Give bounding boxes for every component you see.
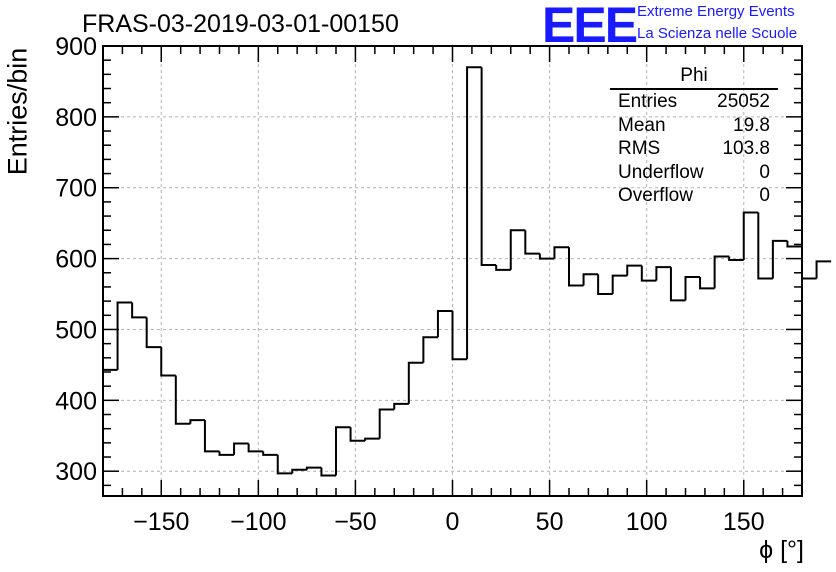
stats-label: RMS <box>618 138 661 159</box>
chart-title: FRAS-03-2019-03-01-00150 <box>82 10 399 38</box>
x-tick-label: −50 <box>334 508 376 536</box>
x-tick-label: 100 <box>626 508 668 536</box>
histogram-bin <box>407 361 424 404</box>
histogram-bin <box>116 301 133 370</box>
stats-value: 103.8 <box>722 138 770 159</box>
histogram-bin <box>684 276 701 301</box>
stats-row-rms: RMS 103.8 <box>610 137 778 161</box>
stats-row-mean: Mean 19.8 <box>610 114 778 138</box>
x-tick-label: 50 <box>536 508 564 536</box>
histogram-bin <box>174 375 191 425</box>
stats-value: 19.8 <box>733 114 770 136</box>
histogram-bin <box>524 230 540 255</box>
y-tick-label: 400 <box>55 387 97 415</box>
histogram-bin <box>480 67 497 266</box>
stats-label: Overflow <box>618 185 693 206</box>
histogram-bin <box>305 466 322 470</box>
histogram-bin <box>422 336 438 363</box>
y-tick-label: 300 <box>55 458 97 486</box>
histogram-bin <box>713 255 730 289</box>
logo-tagline-2: La Scienza nelle Scuole <box>637 25 798 42</box>
stats-row-overflow: Overflow 0 <box>610 184 778 208</box>
stats-label: Entries <box>618 91 678 112</box>
histogram-bin <box>728 256 744 262</box>
stats-value: 25052 <box>717 91 770 112</box>
histogram-bin <box>669 267 686 302</box>
histogram-bin <box>815 260 832 279</box>
histogram-bin <box>757 212 773 280</box>
y-tick-label: 600 <box>55 246 97 274</box>
histogram-bin <box>320 467 336 477</box>
x-tick-label: −150 <box>133 508 189 536</box>
stats-label: Underflow <box>618 161 704 183</box>
histogram-bin <box>218 451 235 456</box>
y-tick-label: 900 <box>55 33 97 61</box>
histogram-bin <box>699 277 715 290</box>
histogram-bin <box>553 246 569 259</box>
histogram-bin <box>771 239 788 279</box>
histogram-bin <box>364 437 380 441</box>
x-tick-label: 150 <box>723 508 765 536</box>
stats-box: Phi Entries 25052 Mean 19.8 RMS 103.8 Un… <box>610 66 778 208</box>
histogram-bin <box>160 347 176 377</box>
logo-tagline-1: Extreme Energy Events <box>637 3 795 20</box>
histogram-bin <box>436 310 453 338</box>
histogram-bin <box>349 427 366 442</box>
x-tick-label: 0 <box>446 508 460 536</box>
histogram-bin <box>145 317 162 349</box>
histogram-bin <box>495 264 511 271</box>
histogram-bin <box>611 274 628 295</box>
histogram-bin <box>247 443 264 453</box>
histogram-bin <box>466 66 482 360</box>
histogram-bin <box>393 402 409 410</box>
histogram-bin <box>291 468 307 474</box>
histogram-bin <box>655 266 671 281</box>
histogram-bin <box>233 442 249 455</box>
stats-value: 0 <box>759 185 770 206</box>
x-tick-label: −100 <box>230 508 286 536</box>
histogram-bin <box>742 211 759 261</box>
histogram-bin <box>378 408 395 439</box>
histogram-bin <box>451 311 468 361</box>
histogram-bin <box>582 273 599 286</box>
y-tick-label: 700 <box>55 175 97 203</box>
x-axis-label: ϕ [°] <box>759 536 804 564</box>
stats-value: 0 <box>759 161 770 183</box>
histogram-bin <box>131 302 147 319</box>
stats-row-entries: Entries 25052 <box>610 90 778 114</box>
y-tick-label: 800 <box>55 104 97 132</box>
y-tick-label: 500 <box>55 316 97 344</box>
histogram-bin <box>626 264 642 276</box>
stats-row-underflow: Underflow 0 <box>610 161 778 185</box>
histogram-bin <box>189 419 205 424</box>
y-axis-label: Entries/bin <box>2 47 33 176</box>
eee-logo: EEE <box>542 0 638 53</box>
histogram-bin <box>597 274 613 296</box>
stats-label: Mean <box>618 114 666 136</box>
histogram-bin <box>786 240 802 248</box>
histogram-bin <box>640 265 657 282</box>
histogram-bin <box>262 451 278 456</box>
histogram-bin <box>801 246 817 280</box>
histogram-bin <box>509 229 526 270</box>
histogram-bin <box>568 247 584 287</box>
histogram-bin <box>335 426 351 476</box>
histogram-bin <box>203 420 220 453</box>
histogram-bin <box>276 454 293 475</box>
histogram-bin <box>538 253 555 260</box>
stats-title: Phi <box>610 66 778 90</box>
